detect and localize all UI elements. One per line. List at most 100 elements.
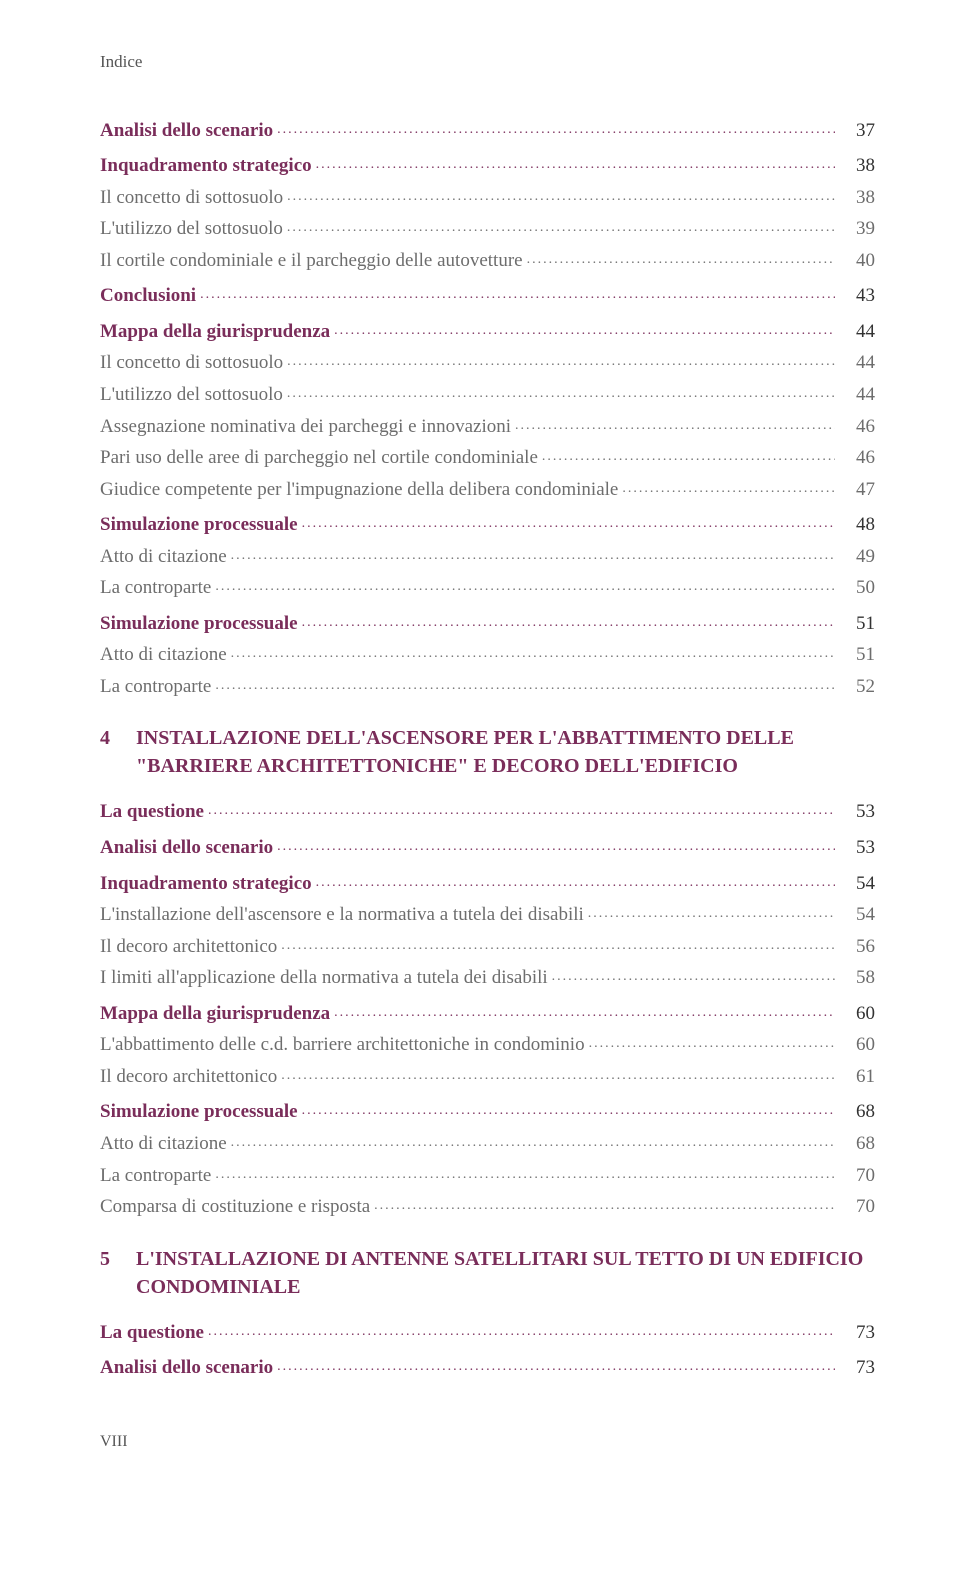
toc-section-2: La questione53Analisi dello scenario53In… [100,798,875,1220]
chapter-4-heading: 4 INSTALLAZIONE DELL'ASCENSORE PER L'ABB… [100,724,875,780]
toc-leader-dots [287,352,835,372]
toc-leader-dots [215,1165,835,1185]
toc-leader-dots [287,218,835,238]
toc-page-number: 38 [835,152,875,180]
toc-page-number: 40 [835,247,875,275]
toc-leader-dots [316,155,835,175]
toc-page-number: 38 [835,184,875,212]
chapter-number: 5 [100,1245,136,1274]
toc-leader-dots [316,873,835,893]
toc-entry-text: Giudice competente per l'impugnazione de… [100,476,622,504]
toc-page-number: 44 [835,381,875,409]
toc-leader-dots [277,120,835,140]
toc-line: La questione 73 [100,1319,875,1347]
toc-page-number: 60 [835,1031,875,1059]
toc-page-number: 44 [835,349,875,377]
toc-leader-dots [588,904,835,924]
toc-entry-text: La controparte [100,1162,215,1190]
toc-section-3: La questione 73 Analisi dello scenario73 [100,1319,875,1382]
toc-entry-text: Atto di citazione [100,641,231,669]
toc-entry-text: Assegnazione nominativa dei parcheggi e … [100,413,515,441]
toc-line: Il decoro architettonico56 [100,933,875,961]
toc-entry-text: Il concetto di sottosuolo [100,349,287,377]
chapter-title-line: CONDOMINIALE [136,1274,300,1301]
toc-leader-dots [231,644,835,664]
toc-line: Atto di citazione 68 [100,1130,875,1158]
toc-page-number: 46 [835,444,875,472]
toc-line: Il cortile condominiale e il parcheggio … [100,247,875,275]
toc-line: Simulazione processuale48 [100,511,875,539]
toc-page-number: 58 [835,964,875,992]
toc-page-number: 60 [835,1000,875,1028]
toc-entry-text: Atto di citazione [100,1130,231,1158]
toc-leader-dots [231,546,835,566]
toc-entry-text: Pari uso delle aree di parcheggio nel co… [100,444,542,472]
toc-line: Mappa della giurisprudenza 44 [100,318,875,346]
toc-entry-text: La questione [100,1319,208,1347]
toc-entry-text: La controparte [100,673,215,701]
toc-entry-text: Il decoro architettonico [100,1063,281,1091]
toc-entry-text: Il cortile condominiale e il parcheggio … [100,247,527,275]
toc-page-number: 44 [835,318,875,346]
toc-line: Inquadramento strategico54 [100,870,875,898]
toc-leader-dots [281,1066,835,1086]
toc-leader-dots [515,416,835,436]
chapter-number: 4 [100,724,136,753]
toc-line: Analisi dello scenario73 [100,1354,875,1382]
toc-line: L'utilizzo del sottosuolo44 [100,381,875,409]
toc-entry-text: Comparsa di costituzione e risposta [100,1193,374,1221]
toc-page-number: 47 [835,476,875,504]
toc-leader-dots [281,936,835,956]
toc-page-number: 37 [835,117,875,145]
chapter-5-heading: 5 L'INSTALLAZIONE DI ANTENNE SATELLITARI… [100,1245,875,1301]
toc-page-number: 52 [835,673,875,701]
toc-line: Analisi dello scenario53 [100,834,875,862]
toc-leader-dots [200,285,835,305]
toc-entry-text: Mappa della giurisprudenza [100,1000,334,1028]
toc-page-number: 49 [835,543,875,571]
toc-page-number: 70 [835,1193,875,1221]
toc-entry-text: Analisi dello scenario [100,834,277,862]
toc-page-number: 70 [835,1162,875,1190]
toc-line: La controparte 70 [100,1162,875,1190]
toc-page-number: 61 [835,1063,875,1091]
toc-line: Il decoro architettonico 61 [100,1063,875,1091]
toc-page-number: 68 [835,1130,875,1158]
toc-line: Atto di citazione 49 [100,543,875,571]
toc-leader-dots [527,250,835,270]
toc-entry-text: Analisi dello scenario [100,117,277,145]
toc-line: La controparte 52 [100,673,875,701]
toc-leader-dots [374,1196,835,1216]
toc-page-number: 50 [835,574,875,602]
toc-leader-dots [277,1357,835,1377]
toc-leader-dots [302,514,835,534]
chapter-title-line: INSTALLAZIONE DELL'ASCENSORE PER L'ABBAT… [136,725,794,752]
toc-leader-dots [334,321,835,341]
toc-line: Pari uso delle aree di parcheggio nel co… [100,444,875,472]
toc-entry-text: Mappa della giurisprudenza [100,318,334,346]
toc-entry-text: L'utilizzo del sottosuolo [100,215,287,243]
toc-entry-text: Atto di citazione [100,543,231,571]
toc-page-number: 54 [835,870,875,898]
toc-leader-dots [589,1034,835,1054]
toc-entry-text: Simulazione processuale [100,511,302,539]
toc-leader-dots [334,1003,835,1023]
toc-page-number: 54 [835,901,875,929]
toc-page-number: 73 [835,1319,875,1347]
toc-entry-text: I limiti all'applicazione della normativ… [100,964,552,992]
toc-entry-text: L'abbattimento delle c.d. barriere archi… [100,1031,589,1059]
toc-line: La controparte50 [100,574,875,602]
toc-page-number: 46 [835,413,875,441]
toc-entry-text: Simulazione processuale [100,1098,302,1126]
chapter-title-line: L'INSTALLAZIONE DI ANTENNE SATELLITARI S… [136,1246,863,1273]
page-number-footer: VIII [100,1430,875,1453]
toc-page-number: 43 [835,282,875,310]
toc-page-number: 51 [835,641,875,669]
toc-entry-text: Il concetto di sottosuolo [100,184,287,212]
toc-line: Assegnazione nominativa dei parcheggi e … [100,413,875,441]
toc-leader-dots [542,447,835,467]
toc-section-1: Analisi dello scenario37Inquadramento st… [100,117,875,701]
toc-entry-text: L'installazione dell'ascensore e la norm… [100,901,588,929]
toc-page-number: 39 [835,215,875,243]
toc-line: Conclusioni43 [100,282,875,310]
